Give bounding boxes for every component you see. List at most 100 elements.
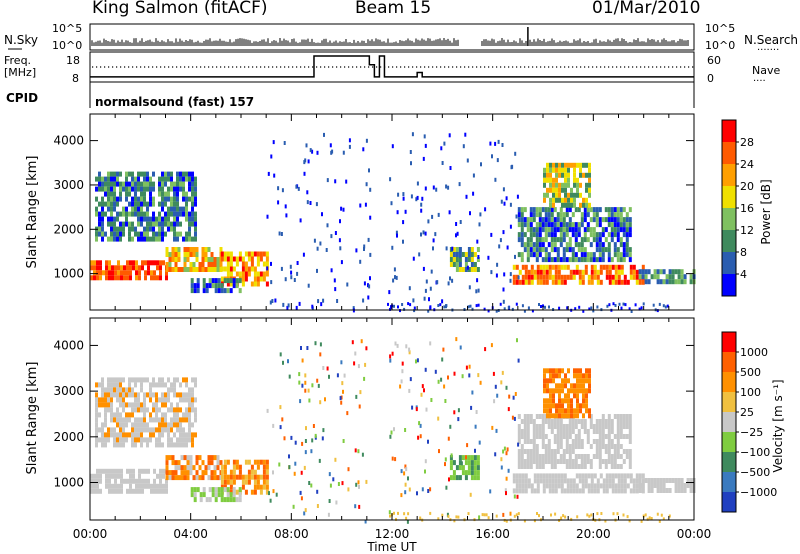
heatmap-cell (119, 427, 122, 433)
heatmap-cell (461, 252, 465, 257)
heatmap-cell (149, 392, 152, 398)
heatmap-cell (174, 475, 178, 481)
heatmap-cell (128, 211, 131, 217)
heatmap-cell (185, 397, 188, 403)
heatmap-cell (656, 269, 660, 275)
heatmap-cell (147, 478, 150, 484)
scatter-cell (424, 143, 427, 148)
scatter-cell (269, 498, 272, 503)
heatmap-cell (213, 455, 217, 461)
heatmap-cell (579, 172, 582, 178)
heatmap-cell (523, 207, 527, 213)
scatter-cell (292, 504, 295, 509)
heatmap-cell (201, 252, 205, 257)
heatmap-cell (547, 207, 551, 213)
heatmap-cell (174, 247, 178, 252)
heatmap-cell (107, 176, 110, 182)
nearrange-cell (495, 309, 498, 313)
scatter-cell (357, 480, 360, 485)
heatmap-cell (146, 206, 149, 212)
heatmap-cell (557, 264, 561, 270)
scatter-cell (285, 213, 288, 218)
heatmap-cell (544, 257, 548, 263)
heatmap-cell (452, 252, 456, 257)
scatter-cell (416, 181, 419, 186)
scatter-cell (338, 238, 341, 243)
heatmap-cell (585, 408, 588, 414)
heatmap-cell (452, 460, 456, 466)
scatter-cell (424, 231, 427, 236)
heatmap-cell (105, 473, 108, 479)
heatmap-cell (137, 181, 140, 187)
heatmap-cell (576, 192, 579, 198)
heatmap-cell (185, 211, 188, 217)
heatmap-cell (570, 388, 573, 394)
heatmap-cell (105, 478, 108, 484)
nsky-label: N.Sky (4, 33, 38, 47)
heatmap-cell (238, 487, 242, 493)
heatmap-cell (610, 237, 614, 243)
heatmap-cell (159, 488, 162, 494)
heatmap-cell (526, 449, 530, 454)
heatmap-cell (140, 382, 143, 388)
heatmap-cell (244, 459, 248, 465)
heatmap-cell (186, 465, 190, 471)
heatmap-cell (586, 434, 590, 439)
heatmap-cell (238, 497, 242, 503)
heatmap-cell (232, 497, 236, 503)
heatmap-cell (113, 236, 116, 242)
heatmap-cell (146, 221, 149, 227)
heatmap-cell (207, 460, 211, 466)
heatmap-cell (552, 378, 555, 384)
heatmap-cell (170, 422, 173, 428)
heatmap-cell (116, 432, 119, 438)
heatmap-cell (544, 252, 548, 258)
heatmap-cell (173, 407, 176, 413)
heatmap-cell (557, 478, 561, 484)
heatmap-cell (553, 419, 557, 424)
scatter-cell (288, 454, 290, 459)
heatmap-cell (182, 196, 185, 202)
scatter-cell (330, 268, 333, 273)
heatmap-cell (647, 478, 651, 483)
heatmap-cell (182, 427, 185, 433)
heatmap-cell (547, 222, 551, 228)
heatmap-cell (584, 269, 588, 275)
heatmap-cell (262, 464, 266, 470)
scatter-cell (340, 360, 343, 365)
heatmap-cell (134, 417, 137, 423)
heatmap-cell (539, 473, 543, 479)
scatter-cell (304, 450, 307, 455)
heatmap-cell (559, 439, 563, 444)
heatmap-cell (131, 427, 134, 433)
heatmap-cell (262, 474, 266, 480)
heatmap-cell (186, 267, 190, 272)
heatmap-cell (574, 424, 578, 429)
heatmap-cell (671, 478, 675, 483)
scatter-cell (328, 499, 331, 503)
heatmap-cell (185, 437, 188, 443)
heatmap-cell (155, 407, 158, 413)
heatmap-cell (565, 449, 569, 454)
heatmap-cell (159, 270, 162, 276)
scatter-cell (393, 427, 395, 432)
heatmap-cell (244, 266, 248, 272)
nearrange-cell (531, 309, 534, 313)
heatmap-cell (192, 262, 196, 267)
heatmap-cell (638, 269, 642, 275)
heatmap-cell (131, 387, 134, 393)
scatter-cell (466, 443, 469, 448)
heatmap-cell (164, 427, 167, 433)
heatmap-cell (110, 402, 113, 408)
heatmap-cell (614, 488, 618, 494)
scatter-cell (509, 224, 512, 229)
scatter-cell (415, 197, 418, 202)
heatmap-cell (113, 181, 116, 187)
heatmap-cell (176, 402, 179, 408)
heatmap-cell (113, 226, 116, 232)
scatter-cell (369, 187, 372, 192)
heatmap-cell (561, 197, 564, 203)
scatter-cell (389, 358, 392, 363)
heatmap-cell (464, 475, 468, 481)
heatmap-cell (250, 266, 254, 272)
